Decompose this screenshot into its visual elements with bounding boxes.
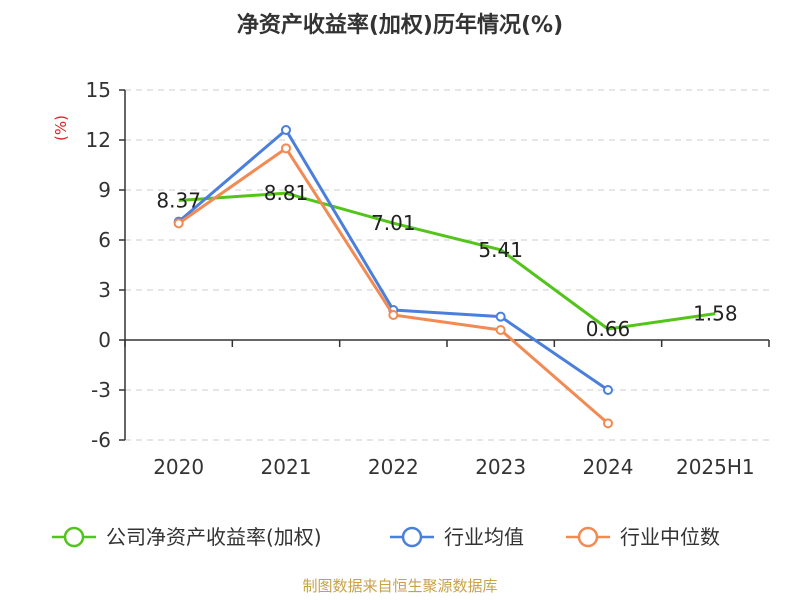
data-point: [495, 325, 506, 335]
data-labels: 8.37 8.81 7.01 5.41 0.66 1.58: [156, 181, 737, 341]
legend-marker-icon: [63, 526, 85, 548]
legend-label: 行业中位数: [620, 525, 720, 549]
data-label: 1.58: [693, 302, 738, 326]
legend-marker-icon: [401, 526, 423, 548]
data-label: 8.37: [156, 189, 201, 213]
y-tick-label: -3: [91, 378, 111, 402]
grid-lines: [125, 89, 769, 441]
source-note: 制图数据来自恒生聚源数据库: [302, 577, 497, 595]
legend-label: 公司净资产收益率(加权): [106, 525, 322, 549]
data-point: [173, 218, 184, 229]
x-tick-label: 2021: [261, 455, 312, 479]
data-label: 8.81: [264, 181, 309, 205]
series-line: [178, 191, 716, 331]
series-line: [177, 128, 609, 392]
data-point: [495, 311, 506, 322]
x-tick-label: 2024: [583, 455, 634, 479]
x-tick-label: 2020: [153, 455, 204, 479]
data-point: [388, 310, 399, 320]
series-2: [173, 125, 613, 395]
y-tick-label: -6: [91, 428, 111, 452]
y-tick-label: 0: [98, 328, 111, 352]
data-point: [281, 143, 291, 154]
data-point: [603, 385, 613, 395]
chart-title: 净资产收益率(加权)历年情况(%): [237, 12, 563, 38]
data-label: 0.66: [586, 317, 631, 341]
series-1: [178, 191, 716, 331]
y-axis-unit: (%): [52, 115, 70, 141]
y-tick-label: 3: [98, 278, 111, 302]
legend-item-3: 行业中位数: [566, 525, 720, 549]
legend-label: 行业均值: [444, 525, 524, 549]
series-lines: [173, 125, 716, 429]
y-tick-label: 15: [86, 78, 111, 102]
data-label: 7.01: [371, 211, 416, 235]
legend-item-1: 公司净资产收益率(加权): [52, 525, 322, 549]
x-tick-label: 2025H1: [676, 455, 755, 479]
legend-marker-icon: [577, 526, 599, 548]
x-tick-label: 2022: [368, 455, 419, 479]
data-point: [603, 418, 613, 429]
x-tick-label: 2023: [475, 455, 526, 479]
data-label: 5.41: [478, 238, 523, 262]
y-tick-label: 12: [86, 128, 111, 152]
y-tick-label: 6: [98, 228, 111, 252]
axes: 15 12 9 6 3 0 -3 -6 2020 2021 2022 2023 2024 2025H1: [86, 78, 770, 479]
data-point: [281, 125, 291, 135]
series-3: [173, 143, 613, 429]
legend: 公司净资产收益率(加权) 行业均值 行业中位数: [52, 525, 720, 549]
y-tick-label: 9: [98, 178, 111, 202]
legend-item-2: 行业均值: [390, 525, 524, 549]
